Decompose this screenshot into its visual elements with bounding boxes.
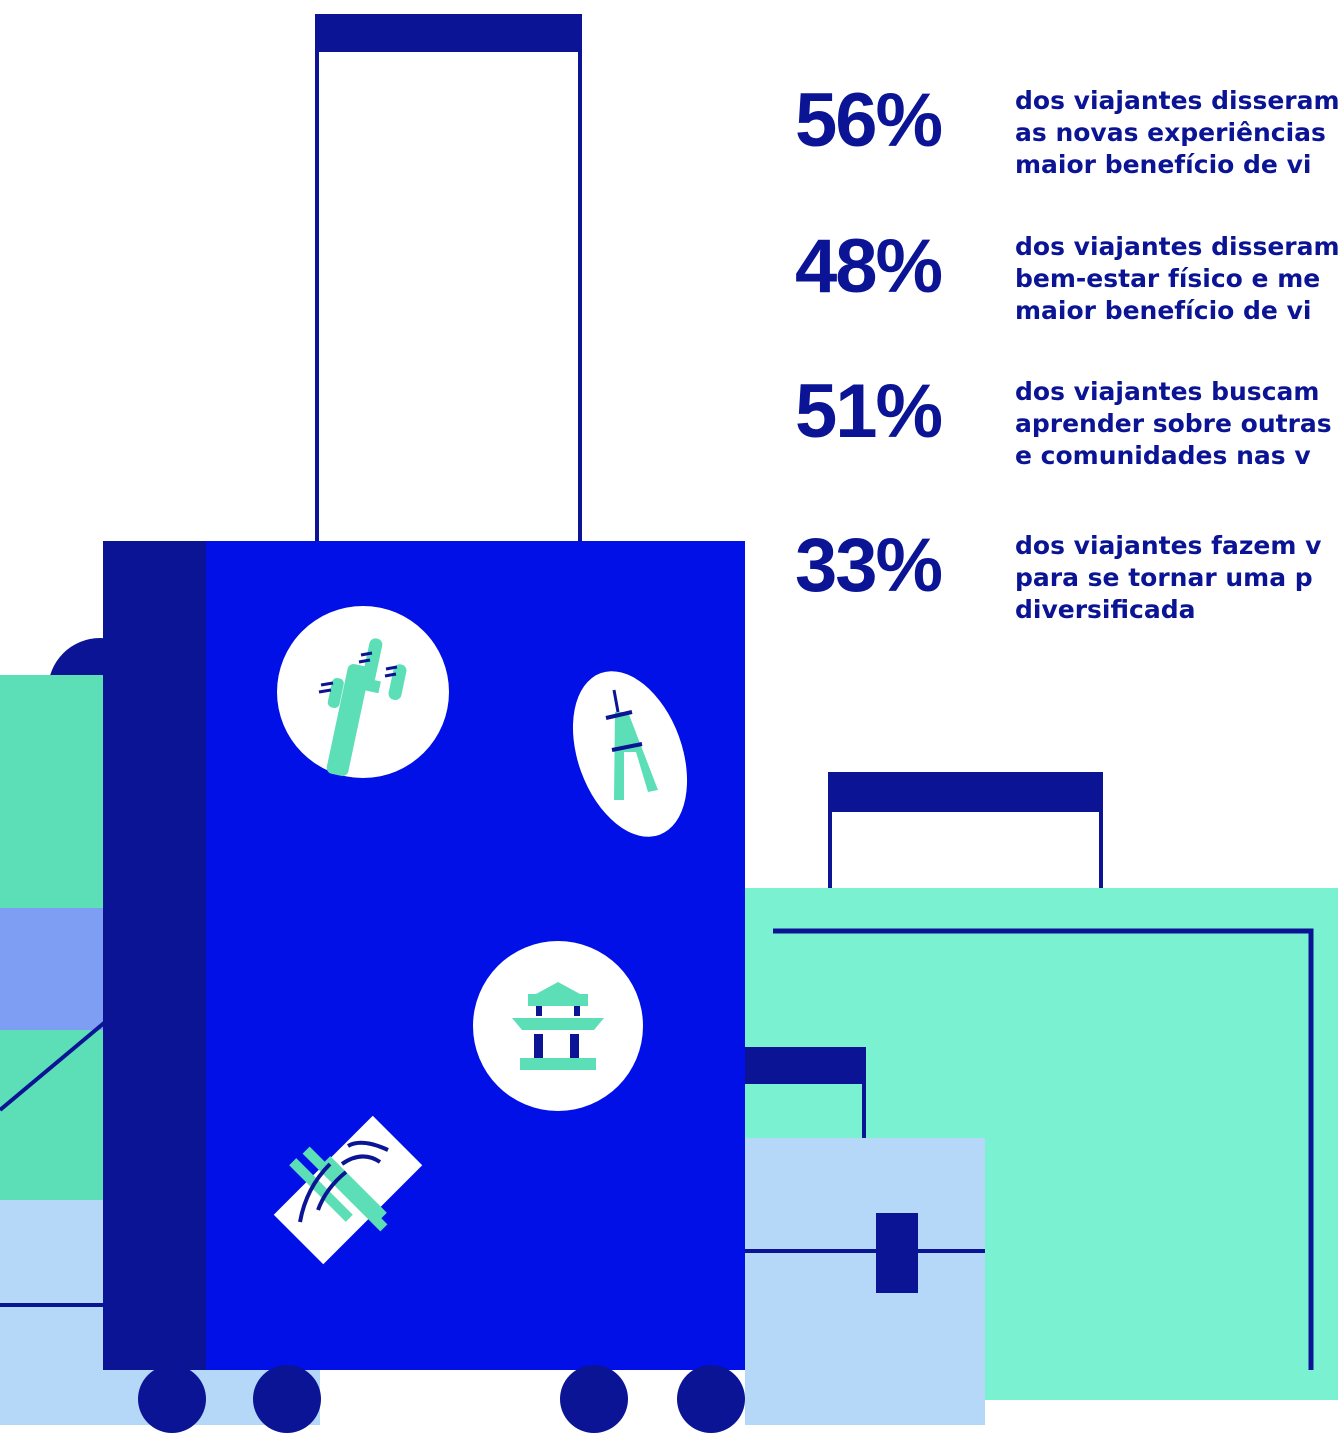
stat-description-line: maior benefício de vi xyxy=(1015,150,1312,179)
cactus-icon xyxy=(277,606,449,778)
stat-description-line: e comunidades nas v xyxy=(1015,441,1311,470)
stat-description-line: para se tornar uma p xyxy=(1015,563,1313,592)
stat-percentage: 56% xyxy=(795,78,943,163)
stat-description: dos viajantes disseram bem-estar físico … xyxy=(1015,231,1338,327)
stat-description-line: bem-estar físico e me xyxy=(1015,264,1321,293)
stat-description-line: as novas experiências xyxy=(1015,118,1326,147)
stat-description-line: dos viajantes buscam xyxy=(1015,377,1320,406)
stat-description-line: aprender sobre outras xyxy=(1015,409,1332,438)
stat-percentage: 48% xyxy=(795,224,943,309)
stat-item: 51% dos viajantes buscam aprender sobre … xyxy=(795,374,1338,494)
pagoda-icon xyxy=(473,941,643,1111)
stat-item: 33% dos viajantes fazem v para se tornar… xyxy=(795,528,1338,648)
stat-percentage: 33% xyxy=(795,523,943,608)
stat-description-line: dos viajantes disseram xyxy=(1015,86,1338,115)
stat-description-line: diversificada xyxy=(1015,595,1196,624)
stat-description: dos viajantes fazem v para se tornar uma… xyxy=(1015,530,1321,626)
stat-item: 48% dos viajantes disseram bem-estar fís… xyxy=(795,229,1338,349)
stat-description: dos viajantes disseram as novas experiên… xyxy=(1015,85,1338,181)
stat-description-line: maior benefício de vi xyxy=(1015,296,1312,325)
eiffel-tower-icon xyxy=(572,671,688,837)
stat-percentage: 51% xyxy=(795,369,943,454)
stat-description-line: dos viajantes fazem v xyxy=(1015,531,1322,560)
small-suitcase xyxy=(745,1047,985,1425)
stat-description: dos viajantes buscam aprender sobre outr… xyxy=(1015,376,1332,472)
bridge-icon xyxy=(273,1115,423,1265)
stat-description-line: dos viajantes disseram xyxy=(1015,232,1338,261)
stat-item: 56% dos viajantes disseram as novas expe… xyxy=(795,83,1338,203)
